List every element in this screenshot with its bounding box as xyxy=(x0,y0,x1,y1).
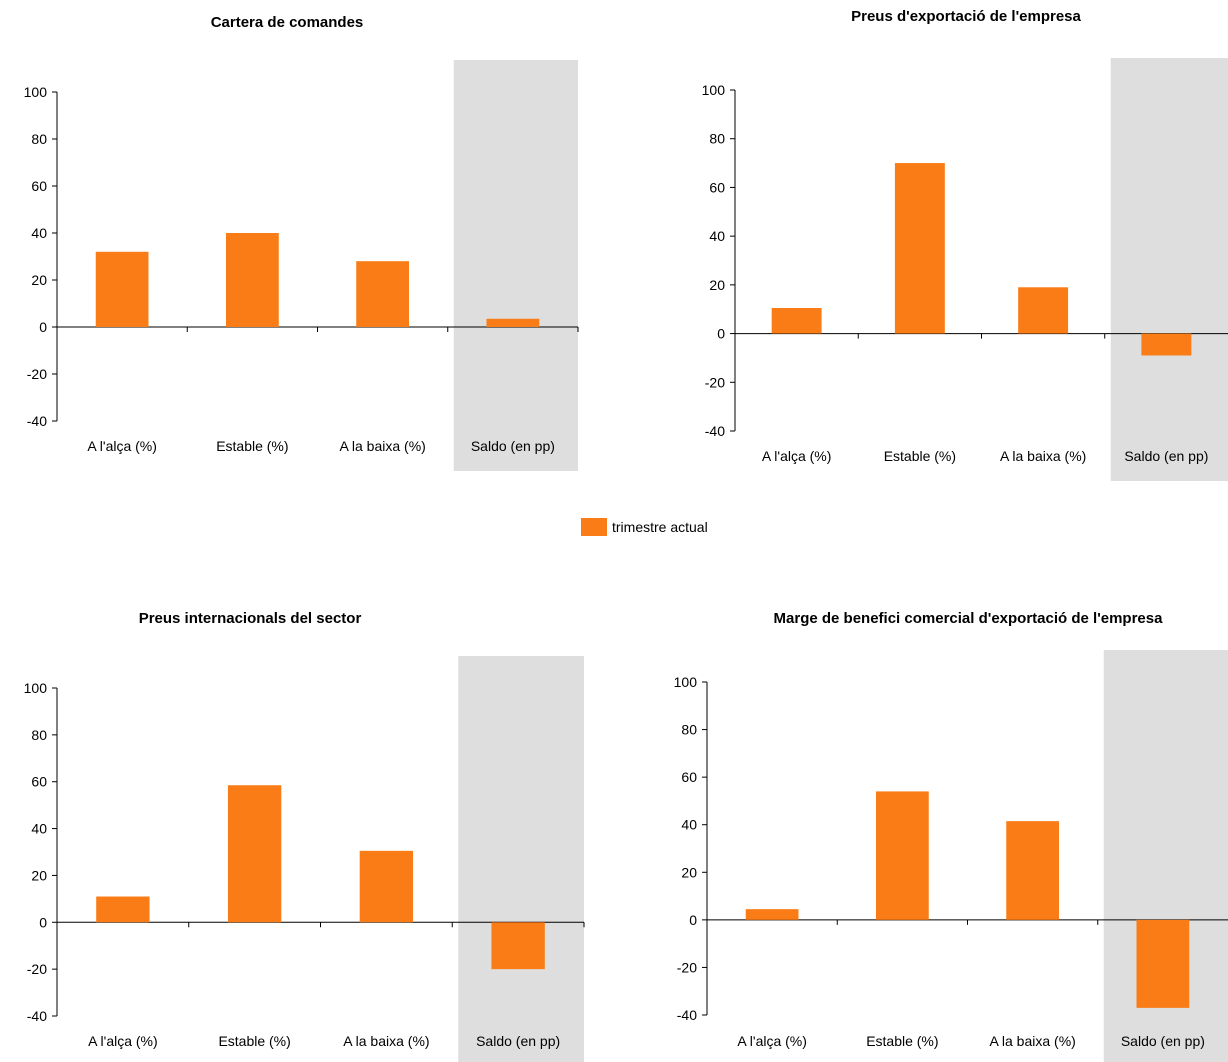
highlight-background xyxy=(453,60,578,471)
y-tick-label: 100 xyxy=(24,680,48,696)
category-label: Estable (%) xyxy=(218,1033,290,1049)
y-tick-label: -20 xyxy=(677,959,697,975)
chart-panel-1: Cartera de comandes -40 -20 0 20 40 60 80 100 A l… xyxy=(24,14,579,471)
y-tick-label: 0 xyxy=(39,319,47,335)
bar xyxy=(225,233,279,327)
category-label: Estable (%) xyxy=(884,448,956,464)
y-tick-label: -40 xyxy=(705,423,725,439)
category-label: A l'alça (%) xyxy=(87,438,157,454)
y-tick-label: 20 xyxy=(709,277,725,293)
y-tick-label: -40 xyxy=(27,1008,47,1024)
category-label: A la baixa (%) xyxy=(343,1033,429,1049)
y-tick-label: 100 xyxy=(702,82,726,98)
y-tick-label: 100 xyxy=(674,674,698,690)
category-label: A l'alça (%) xyxy=(762,448,832,464)
bar xyxy=(745,909,799,920)
bar xyxy=(96,896,150,923)
y-tick-label: 80 xyxy=(681,722,697,738)
category-label: A la baixa (%) xyxy=(989,1033,1075,1049)
category-label: Saldo (en pp) xyxy=(476,1033,560,1049)
bar xyxy=(486,318,540,327)
chart-panel-2: Preus d'exportació de l'empresa -40 -20 0 20… xyxy=(702,8,1228,481)
bar xyxy=(875,791,929,920)
y-tick-label: 0 xyxy=(39,914,47,930)
bar xyxy=(491,922,545,970)
category-label: A la baixa (%) xyxy=(1000,448,1086,464)
highlight-background xyxy=(1110,58,1228,481)
bar xyxy=(1006,821,1060,920)
bar xyxy=(1136,919,1190,1008)
y-tick-label: 80 xyxy=(31,131,47,147)
chart-panel-3: Preus internacionals del sector -40 -20 0 20… xyxy=(24,610,585,1062)
y-tick-label: 20 xyxy=(681,864,697,880)
y-tick-label: 80 xyxy=(31,727,47,743)
y-tick-label: -40 xyxy=(27,413,47,429)
bar xyxy=(894,163,945,334)
chart-title: Preus d'exportació de l'empresa xyxy=(851,8,1081,25)
category-label: Saldo (en pp) xyxy=(471,438,555,454)
legend-label: trimestre actual xyxy=(612,519,708,535)
bar xyxy=(356,261,410,327)
y-tick-label: -40 xyxy=(677,1007,697,1023)
chart-panel-4: Marge de benefici comercial d'exportació… xyxy=(674,610,1228,1062)
y-tick-label: 60 xyxy=(31,774,47,790)
y-tick-label: 20 xyxy=(31,272,47,288)
y-tick-label: 40 xyxy=(709,228,725,244)
bar xyxy=(1141,333,1192,356)
y-tick-label: -20 xyxy=(27,366,47,382)
y-tick-label: 20 xyxy=(31,867,47,883)
category-label: A l'alça (%) xyxy=(88,1033,158,1049)
chart-title: Cartera de comandes xyxy=(211,14,364,31)
bar xyxy=(227,785,282,923)
bar xyxy=(1018,287,1069,334)
y-tick-label: 60 xyxy=(31,178,47,194)
bar xyxy=(95,251,149,327)
highlight-background xyxy=(458,656,584,1062)
y-tick-label: 80 xyxy=(709,131,725,147)
category-label: Saldo (en pp) xyxy=(1124,448,1208,464)
legend-swatch xyxy=(581,518,607,536)
legend: trimestre actual xyxy=(581,518,708,536)
bar xyxy=(359,850,414,923)
y-tick-label: 100 xyxy=(24,84,48,100)
y-tick-label: 40 xyxy=(31,821,47,837)
y-tick-label: 40 xyxy=(31,225,47,241)
category-label: Saldo (en pp) xyxy=(1121,1033,1205,1049)
y-tick-label: 40 xyxy=(681,817,697,833)
y-tick-label: -20 xyxy=(705,374,725,390)
bar xyxy=(771,307,822,334)
y-tick-label: 60 xyxy=(681,769,697,785)
y-tick-label: 0 xyxy=(689,912,697,928)
category-label: Estable (%) xyxy=(866,1033,938,1049)
y-tick-label: 60 xyxy=(709,179,725,195)
y-tick-label: -20 xyxy=(27,961,47,977)
chart-title: Preus internacionals del sector xyxy=(139,610,362,627)
y-tick-label: 0 xyxy=(717,326,725,342)
chart-title: Marge de benefici comercial d'exportació… xyxy=(774,610,1164,627)
category-label: A l'alça (%) xyxy=(737,1033,807,1049)
category-label: A la baixa (%) xyxy=(339,438,425,454)
category-label: Estable (%) xyxy=(216,438,288,454)
